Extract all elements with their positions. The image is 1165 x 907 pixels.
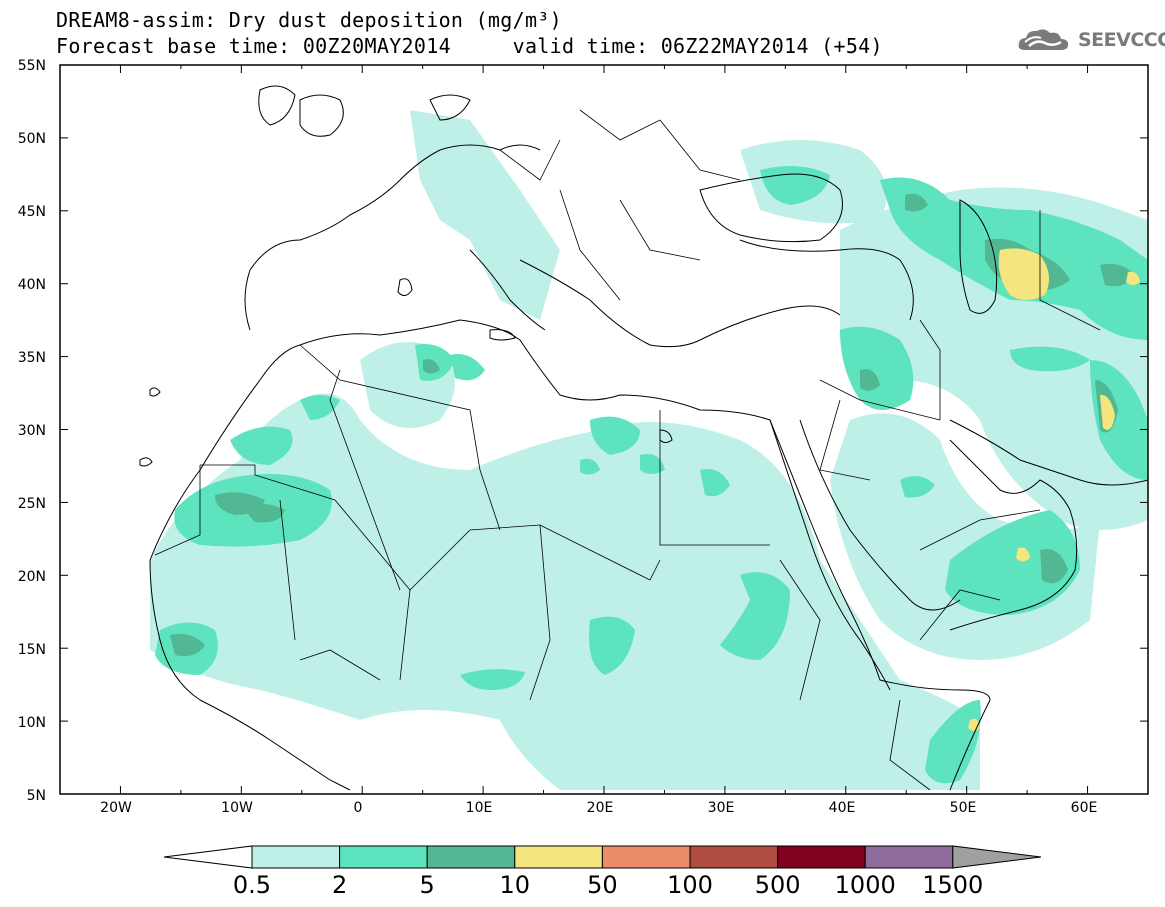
map-title: DREAM8-assim: Dry dust deposition (mg/m³… bbox=[56, 8, 562, 32]
lon-label: 50E bbox=[950, 800, 977, 816]
colorbar-swatch bbox=[601, 845, 691, 869]
colorbar-label: 0.5 bbox=[233, 871, 271, 899]
colorbar-label: 1000 bbox=[835, 871, 896, 899]
colorbar-swatch bbox=[339, 845, 428, 869]
lon-label: 20W bbox=[100, 800, 132, 816]
longitude-labels: 20W 10W 0 10E 20E 30E 40E 50E 60E bbox=[100, 800, 1097, 816]
colorbar-label: 1500 bbox=[922, 871, 983, 899]
coastlines bbox=[139, 85, 1148, 791]
colorbar-label: 100 bbox=[667, 871, 713, 899]
lat-label: 20N bbox=[18, 569, 46, 585]
colorbar: 0.5 2 5 10 50 100 500 1000 1500 bbox=[163, 845, 1042, 899]
lon-label: 60E bbox=[1071, 800, 1098, 816]
lat-label: 35N bbox=[18, 350, 46, 366]
country-borders bbox=[154, 109, 1101, 791]
lat-label: 25N bbox=[18, 496, 46, 512]
lon-label: 20E bbox=[587, 800, 614, 816]
dust-deposition-field bbox=[150, 110, 1148, 790]
lon-label: 10E bbox=[466, 800, 493, 816]
colorbar-swatch bbox=[426, 845, 516, 869]
lat-label: 30N bbox=[18, 423, 46, 439]
colorbar-swatch bbox=[777, 845, 866, 869]
colorbar-high-arrow bbox=[952, 845, 1042, 869]
dust-level-yellow bbox=[968, 248, 1140, 731]
forecast-time-line: Forecast base time: 00Z20MAY2014 valid t… bbox=[56, 34, 883, 58]
colorbar-label: 2 bbox=[332, 871, 347, 899]
lat-label: 5N bbox=[27, 788, 46, 804]
colorbar-label: 500 bbox=[755, 871, 801, 899]
cloud-logo-icon bbox=[1018, 29, 1069, 50]
colorbar-swatch bbox=[864, 845, 954, 869]
lon-label: 40E bbox=[829, 800, 856, 816]
latitude-labels: 55N 50N 45N 40N 35N 30N 25N 20N 15N 10N … bbox=[18, 58, 46, 804]
axis-ticks bbox=[59, 64, 1149, 795]
lat-label: 50N bbox=[18, 131, 46, 147]
colorbar-label: 50 bbox=[587, 871, 618, 899]
colorbar-label: 10 bbox=[500, 871, 531, 899]
lat-label: 45N bbox=[18, 204, 46, 220]
lat-label: 40N bbox=[18, 277, 46, 293]
seevccc-logo: SEEVCCC bbox=[1017, 26, 1165, 54]
colorbar-label: 5 bbox=[420, 871, 435, 899]
lat-label: 55N bbox=[18, 58, 46, 74]
lat-label: 10N bbox=[18, 715, 46, 731]
logo-text: SEEVCCC bbox=[1078, 29, 1165, 51]
lat-label: 15N bbox=[18, 642, 46, 658]
colorbar-swatch bbox=[251, 845, 341, 869]
lon-label: 0 bbox=[354, 800, 363, 816]
colorbar-low-arrow bbox=[163, 845, 253, 869]
lon-label: 10W bbox=[221, 800, 253, 816]
lon-label: 30E bbox=[708, 800, 735, 816]
colorbar-swatch bbox=[689, 845, 779, 869]
colorbar-swatch bbox=[514, 845, 603, 869]
